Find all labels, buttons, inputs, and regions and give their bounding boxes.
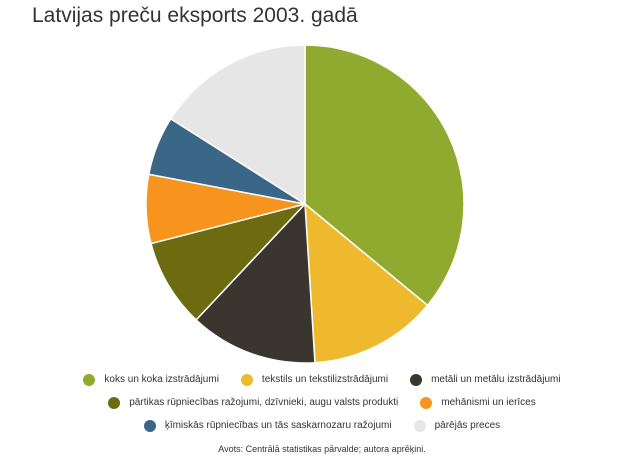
legend-item-tekstils[interactable]: tekstils un tekstilizstrādājumi bbox=[240, 373, 389, 386]
pie-slice-koks[interactable] bbox=[304, 44, 465, 307]
pie-slice-tekstils[interactable] bbox=[304, 203, 429, 364]
legend-row: koks un koka izstrādājumi tekstils un tek… bbox=[0, 368, 644, 391]
legend-item-koks[interactable]: koks un koka izstrādājumi bbox=[83, 373, 219, 386]
legend-item-partika[interactable]: pārtikas rūpniecības ražojumi, dzīvnieki… bbox=[108, 396, 399, 409]
legend-swatch bbox=[410, 373, 423, 386]
pie-slices bbox=[145, 44, 465, 364]
legend-label: mehānismi un ierīces bbox=[441, 397, 536, 408]
pie-slice-partika[interactable] bbox=[150, 203, 306, 321]
pie-slice-metali[interactable] bbox=[195, 203, 316, 364]
legend-row: ķīmiskās rūpniecības un tās saskarnozaru… bbox=[0, 414, 644, 437]
legend-row: pārtikas rūpniecības ražojumi, dzīvnieki… bbox=[0, 391, 644, 414]
legend-swatch bbox=[108, 396, 121, 409]
legend-swatch bbox=[413, 419, 426, 432]
legend-swatch bbox=[143, 419, 156, 432]
legend-swatch bbox=[83, 373, 96, 386]
legend-label: pārtikas rūpniecības ražojumi, dzīvnieki… bbox=[129, 397, 399, 408]
pie-slice-parejas[interactable] bbox=[170, 44, 306, 205]
legend-label: tekstils un tekstilizstrādājumi bbox=[261, 374, 389, 385]
legend-item-parejas[interactable]: pārējās preces bbox=[413, 419, 501, 432]
legend-label: metāli un metālu izstrādājumi bbox=[431, 374, 561, 385]
source-note: Avots: Centrālā statistikas pārvalde; au… bbox=[218, 444, 426, 454]
legend-item-metali[interactable]: metāli un metālu izstrādājumi bbox=[410, 373, 561, 386]
legend-label: koks un koka izstrādājumi bbox=[104, 374, 219, 385]
legend-item-mehanismi[interactable]: mehānismi un ierīces bbox=[420, 396, 536, 409]
legend-swatch bbox=[240, 373, 253, 386]
legend-label: pārējās preces bbox=[434, 420, 501, 431]
legend-item-kimija[interactable]: ķīmiskās rūpniecības un tās saskarnozaru… bbox=[143, 419, 392, 432]
chart-legend: koks un koka izstrādājumi tekstils un tek… bbox=[0, 368, 644, 437]
legend-label: ķīmiskās rūpniecības un tās saskarnozaru… bbox=[164, 420, 392, 431]
chart-title: Latvijas preču eksports 2003. gadā bbox=[32, 4, 358, 27]
legend-swatch bbox=[420, 396, 433, 409]
